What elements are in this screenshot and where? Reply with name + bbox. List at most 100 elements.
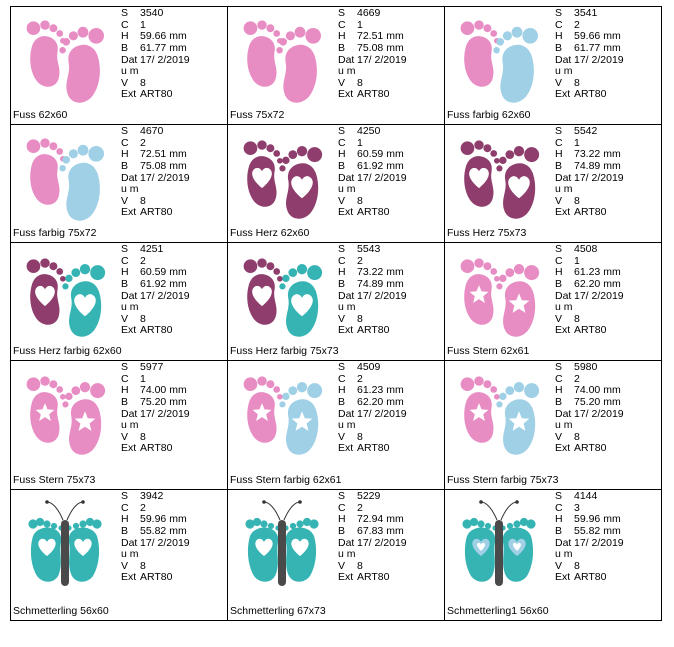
baby-feet-pink-blue-icon [26,138,104,221]
design-thumbnail[interactable] [447,363,551,459]
width-row: B 67.83 mm [338,525,442,538]
width-value: 61.92 mm [140,278,187,291]
color-count-value: 2 [140,136,146,149]
extension-label: Ext [338,88,354,101]
version-label: V [121,76,129,89]
design-grid-row: S 5977 C 1 H 74.00 mm B 75.20 mm Datu m17/ 2/201… [10,360,662,490]
height-value: 59.66 mm [140,30,187,43]
height-label: H [121,266,129,279]
extension-value: ART80 [140,88,173,101]
design-thumbnail[interactable] [447,245,551,341]
version-label: V [555,312,563,325]
design-card[interactable]: S 5980 C 2 H 74.00 mm B 75.20 mm Datu m17/ 2/201… [444,360,662,490]
width-label: B [121,160,129,173]
width-row: B 55.82 mm [555,525,659,538]
date-value: 17/ 2/2019 [574,53,624,66]
design-card[interactable]: S 5543 C 2 H 73.22 mm B 74.89 mm Datu m17/ 2/201… [227,242,445,361]
stitch-count-value: 5543 [357,243,381,255]
design-thumbnail[interactable] [230,363,334,459]
color-count-label: C [121,372,129,385]
design-thumbnail[interactable] [230,9,334,105]
extension-row: Ext ART80 [555,89,659,101]
version-value: 8 [140,194,146,207]
design-thumbnail[interactable] [447,127,551,223]
design-thumbnail[interactable] [447,492,551,588]
design-thumbnail[interactable] [230,245,334,341]
width-value: 62.20 mm [574,278,621,291]
design-card[interactable]: S 4250 C 1 H 60.59 mm B 61.92 mm Datu m17/ 2/201… [227,124,445,243]
design-card[interactable]: S 3541 C 2 H 59.66 mm B 61.77 mm Datu m17/ 2/201… [444,6,662,125]
design-card[interactable]: S 4508 C 1 H 61.23 mm B 62.20 mm Datu m17/ 2/201… [444,242,662,361]
version-value: 8 [357,312,363,325]
extension-row: Ext ART80 [338,443,442,455]
design-card[interactable]: S 4669 C 1 H 72.51 mm B 75.08 mm Datu m17/ 2/201… [227,6,445,125]
height-label: H [338,266,346,279]
design-thumbnail[interactable] [230,492,334,588]
date-row: Datu m17/ 2/2019 [338,537,442,561]
stitch-count-value: 3540 [140,7,164,19]
height-value: 74.00 mm [140,384,187,397]
stitch-count-row: S 3540 [121,8,225,20]
width-row: B 61.77 mm [555,42,659,55]
width-value: 74.89 mm [357,278,404,291]
design-card[interactable]: S 5542 C 1 H 73.22 mm B 74.89 mm Datu m17/ 2/201… [444,124,662,243]
color-count-label: C [121,254,129,267]
date-label: Datu m [121,53,139,78]
extension-label: Ext [338,571,354,584]
design-thumbnail[interactable] [230,127,334,223]
height-value: 73.22 mm [574,148,621,161]
baby-feet-star-pink-blue-icon [460,376,540,455]
color-count-value: 2 [357,372,363,385]
date-row: Datu m17/ 2/2019 [555,407,659,432]
design-properties: S 3540 C 1 H 59.66 mm B 61.77 mm Datu m17/ 2/201… [121,8,225,101]
height-label: H [555,384,563,397]
design-thumbnail[interactable] [13,245,117,341]
color-count-label: C [555,18,563,31]
stitch-count-value: 4669 [357,7,381,19]
date-value: 17/ 2/2019 [140,171,190,184]
date-value: 17/ 2/2019 [140,53,190,66]
date-value: 17/ 2/2019 [574,289,624,302]
design-card[interactable]: S 3942 C 2 H 59.96 mm B 55.82 mm Datu m17/ 2/201… [10,489,228,621]
design-card[interactable]: S 4144 C 3 H 59.96 mm B 55.82 mm Datu m17/ 2/201… [444,489,662,621]
stitch-count-label: S [121,361,129,373]
design-card[interactable]: S 5229 C 2 H 72.94 mm B 67.83 mm Datu m17/ 2/201… [227,489,445,621]
extension-row: Ext ART80 [555,207,659,219]
design-grid-row: S 4670 C 2 H 72.51 mm B 75.08 mm Datu m17/ 2/201… [10,124,662,243]
design-card[interactable]: S 4509 C 2 H 61.23 mm B 62.20 mm Datu m17/ 2/201… [227,360,445,490]
extension-value: ART80 [140,206,173,219]
date-row: Datu m17/ 2/2019 [555,537,659,561]
date-label: Datu m [338,53,356,78]
baby-feet-pink-icon [26,20,104,103]
height-label: H [338,384,346,397]
design-thumbnail[interactable] [447,9,551,105]
stitch-count-value: 3942 [140,490,164,502]
color-count-value: 2 [357,254,363,267]
design-thumbnail[interactable] [13,127,117,223]
date-label: Datu m [338,289,356,314]
width-label: B [555,160,563,173]
stitch-count-value: 4508 [574,243,598,255]
design-thumbnail[interactable] [13,9,117,105]
width-row: B 55.82 mm [121,525,225,538]
design-thumbnail[interactable] [13,492,117,588]
date-label: Datu m [555,407,573,432]
color-count-label: C [338,254,346,267]
design-card[interactable]: S 3540 C 1 H 59.66 mm B 61.77 mm Datu m17/ 2/201… [10,6,228,125]
design-name: Fuss farbig 62x60 [447,109,531,121]
design-card[interactable]: S 4670 C 2 H 72.51 mm B 75.08 mm Datu m17/ 2/201… [10,124,228,243]
baby-feet-pink-icon [243,20,321,103]
design-properties: S 4250 C 1 H 60.59 mm B 61.92 mm Datu m17/ 2/201… [338,126,442,219]
design-card[interactable]: S 5977 C 1 H 74.00 mm B 75.20 mm Datu m17/ 2/201… [10,360,228,490]
design-grid-row: S 3540 C 1 H 59.66 mm B 61.77 mm Datu m17/ 2/201… [10,6,662,125]
design-card[interactable]: S 4251 C 2 H 60.59 mm B 61.92 mm Datu m17/ 2/201… [10,242,228,361]
stitch-count-row: S 4509 [338,362,442,374]
design-thumbnail[interactable] [13,363,117,459]
version-value: 8 [140,312,146,325]
width-label: B [555,396,563,409]
height-value: 59.96 mm [574,513,621,526]
